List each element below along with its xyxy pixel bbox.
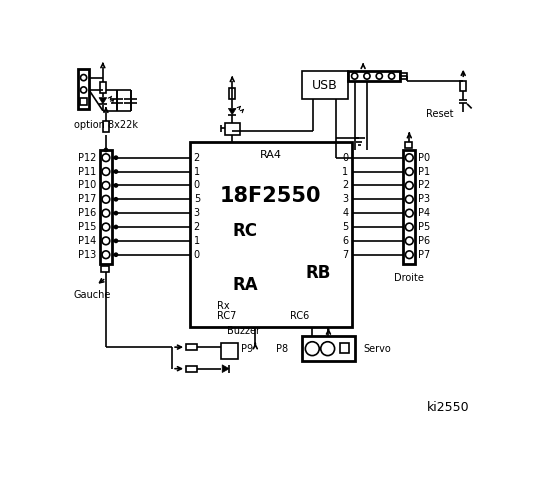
Text: ki2550: ki2550 (426, 401, 469, 414)
Circle shape (114, 226, 117, 228)
Text: P16: P16 (79, 208, 97, 218)
Text: 2: 2 (194, 153, 200, 163)
Text: 7: 7 (342, 250, 348, 260)
Text: P7: P7 (418, 250, 430, 260)
Bar (229, 88, 235, 99)
Text: P2: P2 (418, 180, 430, 191)
Circle shape (114, 212, 117, 215)
Bar (400, 73, 407, 79)
Text: P5: P5 (418, 222, 430, 232)
Text: 0: 0 (194, 250, 200, 260)
Bar (301, 72, 348, 99)
Bar (186, 366, 197, 372)
Text: 2: 2 (194, 222, 200, 232)
Text: 0: 0 (342, 153, 348, 163)
Text: Droite: Droite (394, 273, 424, 283)
Text: P15: P15 (79, 222, 97, 232)
Bar (460, 81, 466, 92)
Bar (301, 336, 356, 361)
Text: P0: P0 (418, 153, 430, 163)
Circle shape (114, 198, 117, 201)
Bar (221, 343, 238, 360)
Circle shape (114, 240, 117, 242)
Polygon shape (99, 97, 107, 104)
Text: Buzzer: Buzzer (227, 326, 260, 336)
Bar (80, 98, 87, 105)
Text: USB: USB (312, 79, 337, 92)
Text: 3: 3 (194, 208, 200, 218)
Text: Servo: Servo (363, 344, 391, 354)
Circle shape (114, 184, 117, 187)
Circle shape (114, 170, 117, 173)
Bar (100, 150, 112, 264)
Polygon shape (228, 108, 236, 115)
Bar (190, 142, 352, 327)
Text: P6: P6 (418, 236, 430, 246)
Bar (78, 69, 89, 109)
Text: P3: P3 (418, 194, 430, 204)
Bar (348, 72, 400, 81)
Bar (100, 82, 106, 93)
Bar (403, 150, 415, 264)
Polygon shape (222, 365, 229, 372)
Text: 5: 5 (194, 194, 200, 204)
Text: RA: RA (232, 276, 258, 294)
Text: Reset: Reset (426, 109, 454, 119)
Text: 5: 5 (342, 222, 348, 232)
Text: RC6: RC6 (290, 312, 309, 321)
Text: 6: 6 (342, 236, 348, 246)
Bar (101, 265, 109, 273)
Bar (340, 343, 349, 352)
Text: Gauche: Gauche (74, 290, 111, 300)
Text: 1: 1 (194, 236, 200, 246)
Text: 1: 1 (194, 167, 200, 177)
Text: Rx: Rx (217, 300, 229, 311)
Text: 2: 2 (342, 180, 348, 191)
Circle shape (105, 148, 107, 152)
Text: RA4: RA4 (260, 150, 281, 160)
Bar (103, 121, 109, 132)
Text: 4: 4 (342, 208, 348, 218)
Text: 1: 1 (342, 167, 348, 177)
Text: P12: P12 (79, 153, 97, 163)
Bar (186, 344, 197, 350)
Text: option 8x22k: option 8x22k (74, 120, 138, 131)
Text: P8: P8 (276, 344, 288, 354)
Text: P10: P10 (79, 180, 97, 191)
Circle shape (114, 156, 117, 159)
Text: RB: RB (305, 264, 331, 282)
Text: P9: P9 (241, 344, 253, 354)
Text: P4: P4 (418, 208, 430, 218)
Text: 18F2550: 18F2550 (220, 186, 321, 206)
Text: 0: 0 (194, 180, 200, 191)
Text: P11: P11 (79, 167, 97, 177)
Text: P13: P13 (79, 250, 97, 260)
Bar (225, 123, 240, 134)
Text: RC7: RC7 (217, 312, 236, 321)
Text: 3: 3 (342, 194, 348, 204)
Bar (405, 142, 413, 148)
Text: P1: P1 (418, 167, 430, 177)
Text: P14: P14 (79, 236, 97, 246)
Text: P17: P17 (79, 194, 97, 204)
Text: RC: RC (232, 222, 257, 240)
Circle shape (114, 253, 117, 256)
